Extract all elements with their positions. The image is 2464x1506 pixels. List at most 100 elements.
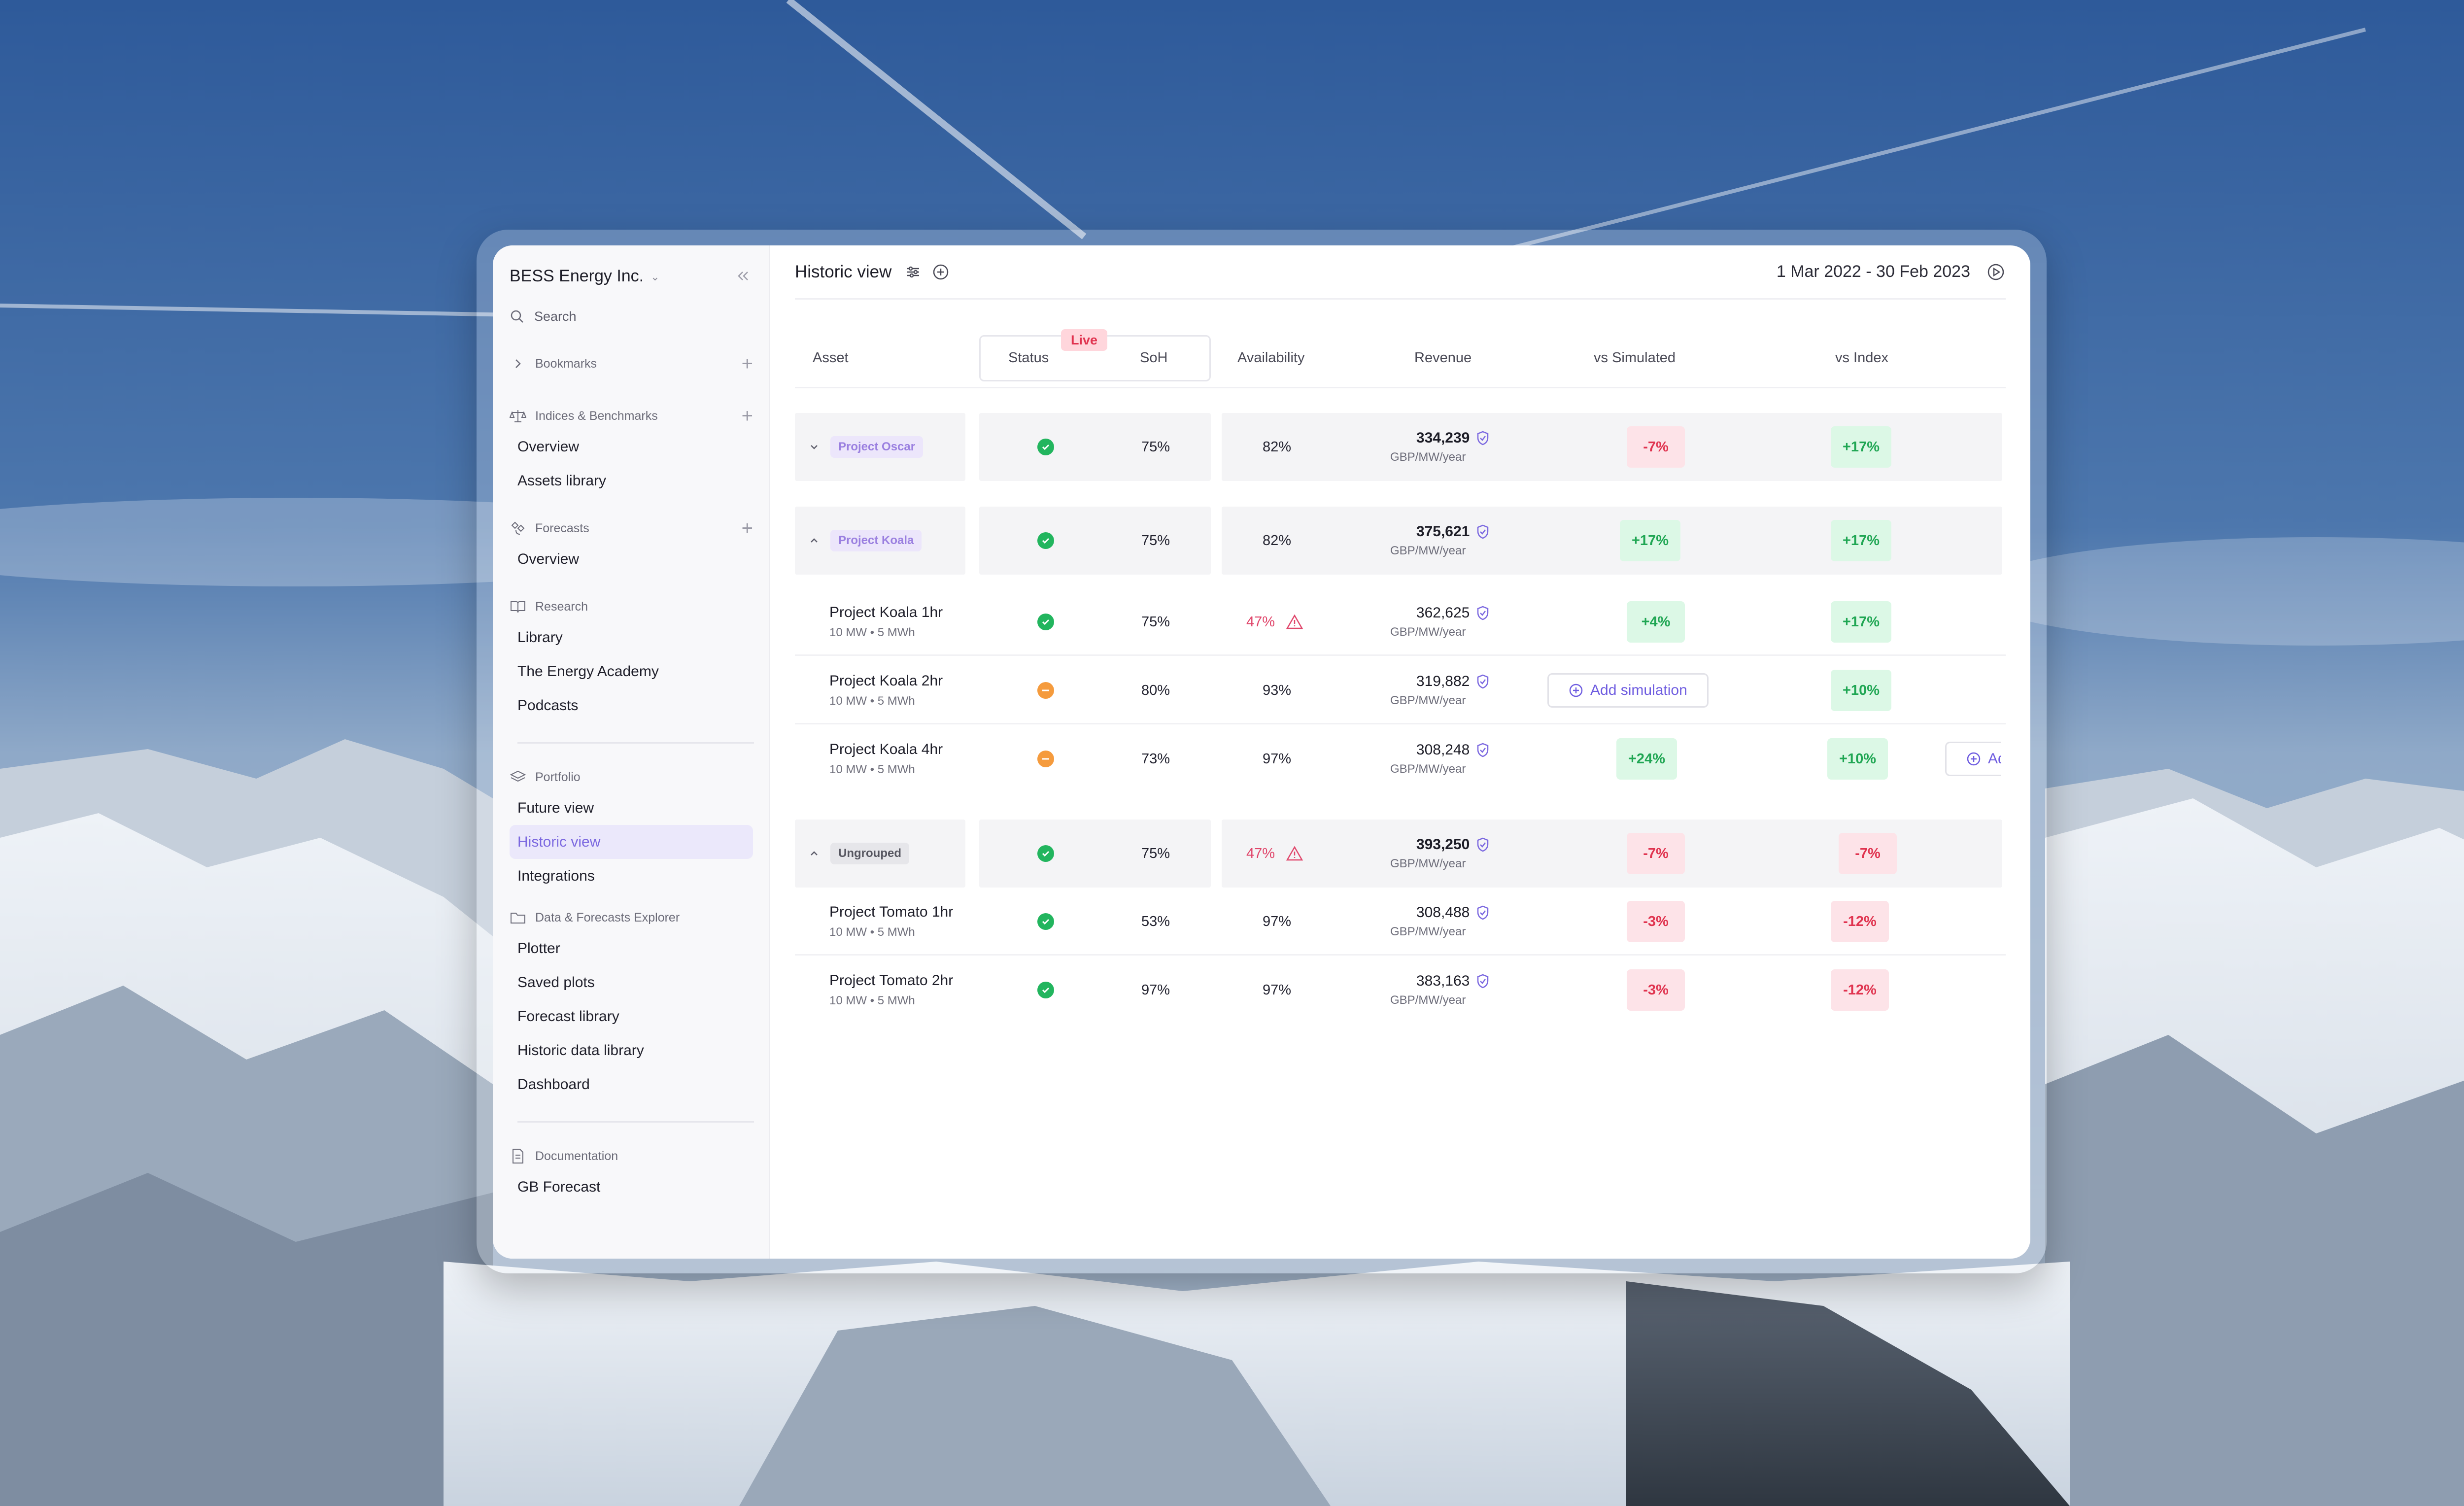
header-soh[interactable]: SoH bbox=[1140, 350, 1168, 366]
search-input[interactable]: Search bbox=[510, 302, 753, 331]
table-row-group[interactable]: Project Koala 75% 82% 375,621 GBP/MW/yea… bbox=[795, 507, 2006, 575]
group-tag: Project Oscar bbox=[830, 436, 924, 458]
chevron-up-icon[interactable] bbox=[807, 533, 821, 548]
revenue-unit: GBP/MW/year bbox=[1390, 450, 1466, 464]
chevron-up-icon[interactable] bbox=[807, 846, 821, 861]
table-row-group[interactable]: Ungrouped 75% 47% 393,250 GBP/MW/year -7%… bbox=[795, 820, 2006, 888]
nav-dashboard[interactable]: Dashboard bbox=[517, 1076, 590, 1093]
chevron-down-icon[interactable] bbox=[807, 440, 821, 454]
nav-saved-plots[interactable]: Saved plots bbox=[517, 974, 595, 991]
nav-plotter[interactable]: Plotter bbox=[517, 940, 560, 957]
nav-energy-academy[interactable]: The Energy Academy bbox=[517, 663, 659, 680]
revenue-value: 362,625 bbox=[1416, 605, 1470, 621]
revenue-unit: GBP/MW/year bbox=[1390, 544, 1466, 557]
filter-icon[interactable] bbox=[903, 262, 923, 282]
book-icon bbox=[510, 598, 526, 615]
availability-value: 97% bbox=[1263, 982, 1292, 998]
asset-capacity: 10 MW • 5 MWh bbox=[829, 925, 915, 939]
bookmarks-label: Bookmarks bbox=[535, 356, 597, 371]
shield-icon bbox=[1477, 674, 1489, 689]
asset-capacity: 10 MW • 5 MWh bbox=[829, 694, 915, 708]
nav-historic-data-library[interactable]: Historic data library bbox=[517, 1042, 644, 1059]
header-asset[interactable]: Asset bbox=[813, 350, 849, 366]
revenue-value: 375,621 bbox=[1416, 523, 1470, 540]
soh-value: 53% bbox=[1141, 913, 1170, 929]
vs-simulated-pill: +17% bbox=[1620, 520, 1680, 561]
nav-assets-library[interactable]: Assets library bbox=[517, 472, 607, 489]
forecasts-label: Forecasts bbox=[535, 521, 589, 535]
search-icon bbox=[511, 310, 523, 323]
table-row[interactable]: Project Koala 2hr 10 MW • 5 MWh 80% 93% 3… bbox=[795, 656, 2006, 724]
add-simulation-button[interactable]: Add simulation bbox=[1945, 742, 2001, 776]
vs-index-pill: -12% bbox=[1831, 901, 1889, 942]
table-row[interactable]: Project Tomato 2hr 10 MW • 5 MWh 97% 97% … bbox=[795, 956, 2006, 1024]
availability-value: 82% bbox=[1263, 439, 1292, 455]
add-circle-icon[interactable] bbox=[931, 262, 951, 282]
vs-simulated-pill: +4% bbox=[1627, 601, 1685, 643]
nav-historic-view[interactable]: Historic view bbox=[510, 825, 753, 859]
soh-value: 75% bbox=[1141, 439, 1170, 455]
nav-library[interactable]: Library bbox=[517, 629, 563, 646]
availability-value: 97% bbox=[1263, 913, 1292, 929]
explorer-label: Data & Forecasts Explorer bbox=[535, 910, 680, 924]
table-row[interactable]: Project Koala 1hr 10 MW • 5 MWh 75% 47% 3… bbox=[795, 588, 2006, 656]
table-row-group[interactable]: Project Oscar 75% 82% 334,239 GBP/MW/yea… bbox=[795, 413, 2006, 481]
revenue-unit: GBP/MW/year bbox=[1390, 762, 1466, 776]
soh-value: 75% bbox=[1141, 532, 1170, 548]
table-row[interactable]: Project Tomato 1hr 10 MW • 5 MWh 53% 97% … bbox=[795, 888, 2006, 956]
vs-index-pill: -7% bbox=[1839, 833, 1897, 874]
live-badge: Live bbox=[1061, 329, 1108, 351]
header-vs-index[interactable]: vs Index bbox=[1835, 350, 1888, 366]
sidebar: BESS Energy Inc. ⌄ Search Bookmarks + In… bbox=[493, 245, 770, 1259]
cell-bg bbox=[979, 820, 1211, 888]
revenue-value: 383,163 bbox=[1416, 973, 1470, 989]
nav-future-view[interactable]: Future view bbox=[517, 799, 594, 816]
asset-name: Project Tomato 2hr bbox=[829, 972, 954, 989]
nav-forecasts-overview[interactable]: Overview bbox=[517, 550, 580, 567]
nav-forecast-library[interactable]: Forecast library bbox=[517, 1008, 619, 1025]
status-warning-icon bbox=[1037, 682, 1054, 699]
asset-capacity: 10 MW • 5 MWh bbox=[829, 994, 915, 1007]
revenue-unit: GBP/MW/year bbox=[1390, 857, 1466, 870]
add-forecast-icon[interactable]: + bbox=[741, 517, 753, 539]
nav-gb-forecast[interactable]: GB Forecast bbox=[517, 1178, 601, 1195]
status-ok-icon bbox=[1037, 532, 1054, 549]
add-simulation-label: Add simulation bbox=[1988, 751, 2001, 767]
group-tag: Ungrouped bbox=[830, 843, 909, 864]
warning-icon bbox=[1286, 846, 1303, 861]
soh-value: 97% bbox=[1141, 982, 1170, 998]
document-icon bbox=[510, 1148, 526, 1164]
research-section: Research bbox=[510, 593, 753, 620]
revenue-unit: GBP/MW/year bbox=[1390, 993, 1466, 1007]
collapse-sidebar-icon[interactable] bbox=[733, 266, 753, 286]
add-simulation-button[interactable]: Add simulation bbox=[1547, 673, 1709, 708]
date-range[interactable]: 1 Mar 2022 - 30 Feb 2023 bbox=[1776, 262, 1970, 281]
shield-icon bbox=[1477, 743, 1489, 757]
availability-value: 47% bbox=[1246, 614, 1275, 630]
vs-index-pill: +17% bbox=[1831, 520, 1891, 561]
header-availability[interactable]: Availability bbox=[1237, 350, 1305, 366]
header-revenue[interactable]: Revenue bbox=[1414, 350, 1472, 366]
bookmarks-section[interactable]: Bookmarks + bbox=[510, 350, 753, 377]
table-row[interactable]: Project Koala 4hr 10 MW • 5 MWh 73% 97% 3… bbox=[795, 725, 2006, 793]
explorer-section: Data & Forecasts Explorer bbox=[510, 904, 753, 931]
chevron-right-icon bbox=[510, 355, 526, 372]
shield-icon bbox=[1477, 606, 1489, 620]
add-index-icon[interactable]: + bbox=[741, 405, 753, 427]
shield-icon bbox=[1477, 837, 1489, 852]
folder-icon bbox=[510, 909, 526, 926]
add-bookmark-icon[interactable]: + bbox=[741, 353, 753, 375]
nav-indices-overview[interactable]: Overview bbox=[517, 438, 580, 455]
nav-integrations[interactable]: Integrations bbox=[517, 867, 595, 884]
chevron-down-icon: ⌄ bbox=[650, 271, 660, 283]
nav-podcasts[interactable]: Podcasts bbox=[517, 697, 579, 714]
forecasts-section: Forecasts + bbox=[510, 514, 753, 542]
play-circle-icon[interactable] bbox=[1986, 262, 2006, 282]
org-switcher[interactable]: BESS Energy Inc. ⌄ bbox=[510, 260, 753, 292]
header-status[interactable]: Status bbox=[1008, 350, 1049, 366]
asset-name: Project Koala 2hr bbox=[829, 673, 943, 689]
revenue-value: 393,250 bbox=[1416, 836, 1470, 853]
revenue-value: 308,488 bbox=[1416, 904, 1470, 921]
shield-icon bbox=[1477, 974, 1489, 989]
header-vs-simulated[interactable]: vs Simulated bbox=[1594, 350, 1676, 366]
